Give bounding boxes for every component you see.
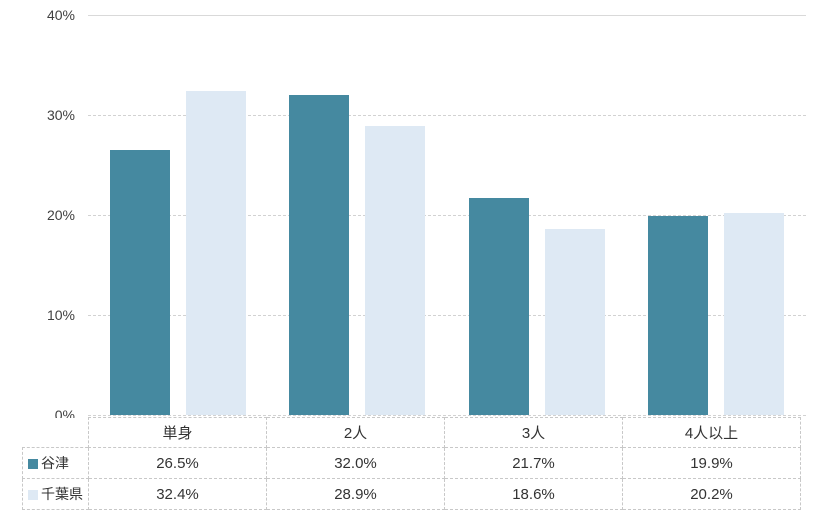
legend-swatch-yatsu xyxy=(28,459,38,469)
value-cell: 19.9% xyxy=(622,447,801,479)
category-label: 2人 xyxy=(266,417,445,448)
series-row-chiba: 千葉県 32.4% 28.9% 18.6% 20.2% xyxy=(22,478,801,510)
category-label: 4人以上 xyxy=(622,417,801,448)
bar-谷津-3人 xyxy=(469,198,529,415)
bar-千葉県-4人以上 xyxy=(724,213,784,415)
y-axis: 40% 30% 20% 10% 0% xyxy=(0,7,75,423)
bar-千葉県-2人 xyxy=(365,126,425,415)
data-table: 単身 2人 3人 4人以上 谷津 26.5% 32.0% 21.7% 19.9%… xyxy=(22,417,801,510)
gridline-30% xyxy=(88,115,806,116)
category-label: 単身 xyxy=(88,417,267,448)
category-label: 3人 xyxy=(444,417,623,448)
series-row-yatsu: 谷津 26.5% 32.0% 21.7% 19.9% xyxy=(22,447,801,479)
value-cell: 26.5% xyxy=(88,447,267,479)
y-tick-10: 10% xyxy=(46,307,75,323)
value-cell: 21.7% xyxy=(444,447,623,479)
gridline-0% xyxy=(88,415,806,416)
legend-cell-yatsu: 谷津 xyxy=(22,447,89,479)
y-tick-40: 40% xyxy=(46,7,75,23)
bar-谷津-4人以上 xyxy=(648,216,708,415)
value-cell: 32.4% xyxy=(88,478,267,510)
y-tick-20: 20% xyxy=(46,207,75,223)
value-cell: 32.0% xyxy=(266,447,445,479)
bar-千葉県-単身 xyxy=(186,91,246,415)
gridlines xyxy=(88,15,806,416)
y-tick-30: 30% xyxy=(46,107,75,123)
legend-swatch-chiba xyxy=(28,490,38,500)
legend-label: 千葉県 xyxy=(41,486,83,502)
gridline-20% xyxy=(88,215,806,216)
plot-area xyxy=(88,15,806,415)
table-corner-blank xyxy=(22,417,89,448)
bar-谷津-単身 xyxy=(110,150,170,415)
gridline-40% xyxy=(88,15,806,16)
value-cell: 18.6% xyxy=(444,478,623,510)
bar-千葉県-3人 xyxy=(545,229,605,415)
category-header-row: 単身 2人 3人 4人以上 xyxy=(22,417,801,448)
value-cell: 28.9% xyxy=(266,478,445,510)
bar-谷津-2人 xyxy=(289,95,349,415)
value-cell: 20.2% xyxy=(622,478,801,510)
legend-cell-chiba: 千葉県 xyxy=(22,478,89,510)
legend-label: 谷津 xyxy=(41,455,69,471)
gridline-10% xyxy=(88,315,806,316)
